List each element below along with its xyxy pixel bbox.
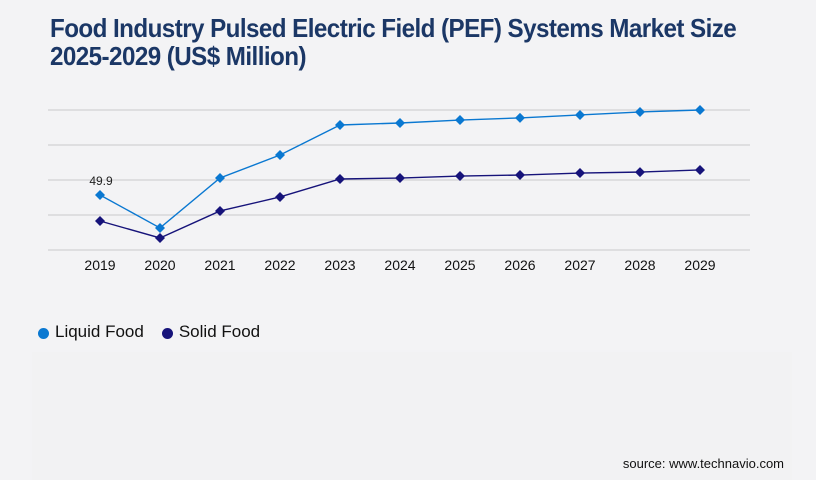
x-tick-label: 2026 (504, 257, 535, 273)
x-tick-label: 2019 (84, 257, 115, 273)
x-tick-label: 2028 (624, 257, 655, 273)
legend: Liquid Food Solid Food (38, 322, 260, 342)
data-point (155, 232, 165, 243)
line-chart: 2019 2020 2021 2022 2023 2024 2025 2026 2027 2028… (48, 105, 750, 273)
data-point (695, 164, 705, 175)
data-point (635, 106, 645, 117)
chart-title: Food Industry Pulsed Electric Field (PEF… (50, 13, 737, 71)
lower-panel (32, 352, 792, 480)
data-point (275, 149, 285, 160)
legend-item-liquid-food[interactable]: Liquid Food (38, 322, 144, 342)
data-point (455, 115, 465, 126)
x-tick-label: 2029 (684, 257, 715, 273)
legend-marker-icon (38, 328, 49, 339)
data-point (335, 174, 345, 185)
legend-label: Liquid Food (55, 322, 144, 341)
data-point (575, 109, 585, 120)
data-point (215, 205, 225, 216)
data-point (95, 216, 105, 227)
x-tick-label: 2023 (324, 257, 355, 273)
data-point (395, 118, 405, 129)
x-tick-label: 2022 (264, 257, 295, 273)
x-tick-label: 2021 (204, 257, 235, 273)
x-tick-label: 2027 (564, 257, 595, 273)
legend-label: Solid Food (178, 322, 261, 341)
data-point (695, 105, 705, 115)
data-point (455, 171, 465, 182)
data-label: 49.9 (89, 174, 113, 188)
data-point (215, 173, 225, 184)
data-point (515, 112, 525, 123)
x-tick-label: 2024 (384, 257, 415, 273)
data-point (635, 167, 645, 178)
data-point (575, 168, 585, 179)
data-point (155, 222, 165, 233)
x-tick-label: 2025 (444, 257, 475, 273)
data-point (275, 191, 285, 202)
x-tick-label: 2020 (144, 257, 175, 273)
data-point (95, 189, 105, 200)
legend-marker-icon (161, 328, 173, 339)
data-point (515, 170, 525, 181)
legend-item-solid-food[interactable]: Solid Food (161, 322, 261, 342)
data-point (335, 119, 345, 130)
data-point (395, 173, 405, 184)
source-note: source: www.technavio.com (622, 456, 784, 471)
